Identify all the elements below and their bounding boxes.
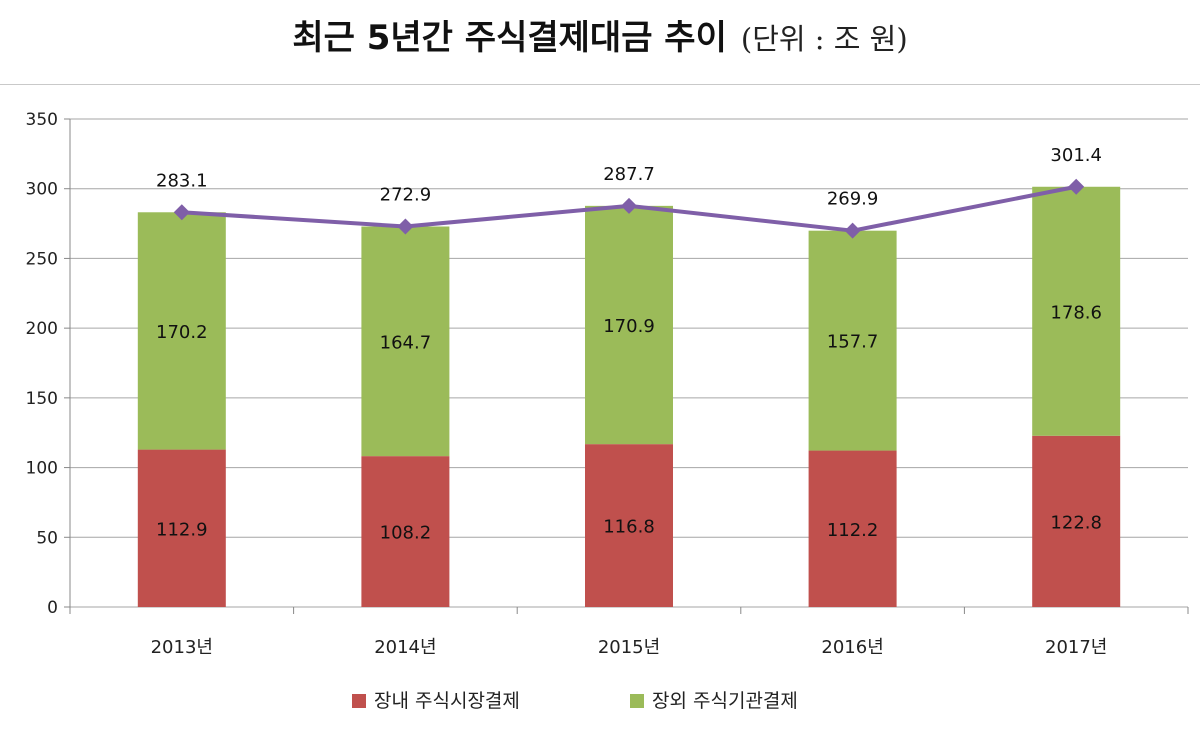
stacked-bar-chart: 0 50 100 150 200 250 300 350 112.9 170.2 108.2 164…	[26, 110, 1189, 712]
top-value-label: 178.6	[1050, 302, 1102, 323]
top-value-label: 170.9	[603, 316, 655, 337]
bar-bottom-segment	[1032, 435, 1121, 607]
legend: 장내 주식시장결제 장외 주식기관결제	[352, 690, 798, 712]
bar-top-segment	[137, 212, 226, 450]
y-tick-label: 350	[26, 110, 58, 130]
total-value-label: 269.9	[827, 189, 879, 210]
x-tick-label: 2015년	[598, 637, 660, 658]
total-marker	[621, 197, 637, 214]
x-tick-label: 2013년	[151, 637, 213, 658]
bottom-value-label: 112.2	[827, 520, 879, 541]
unit-note: (단위 : 조 원)	[740, 22, 908, 56]
bar-bottom-segment	[585, 444, 673, 607]
y-tick-label: 200	[26, 319, 58, 339]
bottom-value-label: 108.2	[380, 523, 432, 544]
chart-frame: 0 50 100 150 200 250 300 350 112.9 170.2 108.2 164…	[0, 84, 1200, 743]
total-marker	[173, 204, 190, 221]
bar-top-segment	[808, 230, 897, 451]
bar-top-segment	[361, 226, 450, 457]
bar-top-segment	[585, 205, 673, 445]
y-tick-label: 100	[26, 459, 58, 479]
top-value-label: 170.2	[156, 322, 208, 343]
bar-bottom-segment	[361, 456, 450, 607]
bottom-value-label: 112.9	[156, 519, 208, 540]
bar-bottom-segment	[137, 449, 226, 607]
total-marker	[397, 218, 414, 235]
y-tick-label: 150	[26, 389, 58, 409]
total-line: 283.1 272.9 287.7 269.9 301.4	[156, 145, 1102, 239]
legend-swatch	[630, 694, 644, 708]
total-marker	[844, 222, 861, 239]
bottom-value-label: 116.8	[603, 517, 655, 538]
bars	[137, 186, 1121, 607]
y-axis-ticks: 0 50 100 150 200 250 300 350	[26, 110, 71, 618]
total-value-label: 301.4	[1050, 145, 1102, 166]
total-marker	[1068, 178, 1085, 195]
x-tick-label: 2017년	[1045, 637, 1107, 658]
total-value-label: 272.9	[380, 184, 432, 205]
bar-top-segment	[1032, 186, 1121, 436]
legend-swatch	[352, 694, 366, 708]
top-value-label: 164.7	[380, 332, 432, 353]
bottom-value-label: 122.8	[1050, 512, 1102, 533]
total-value-label: 287.7	[603, 164, 655, 185]
y-tick-label: 250	[26, 249, 58, 269]
bar-labels: 112.9 170.2 108.2 164.7 116.8 170.9 112.2 157.7…	[156, 302, 1102, 543]
bar-bottom-segment	[808, 450, 897, 607]
legend-label: 장내 주식시장결제	[374, 690, 520, 712]
legend-label: 장외 주식기관결제	[652, 690, 798, 712]
title-main: 최근 5년간 주식결제대금 추이	[292, 18, 727, 58]
x-axis-ticks: 2013년 2014년 2015년 2016년 2017년	[69, 607, 1189, 658]
y-tick-label: 50	[36, 528, 58, 548]
y-tick-label: 0	[47, 598, 58, 618]
top-value-label: 157.7	[827, 332, 879, 353]
x-tick-label: 2016년	[821, 637, 883, 658]
y-tick-label: 300	[26, 180, 58, 200]
total-value-label: 283.1	[156, 170, 208, 191]
chart-title: 최근 5년간 주식결제대금 추이 (단위 : 조 원)	[0, 10, 1200, 70]
x-tick-label: 2014년	[374, 637, 436, 658]
